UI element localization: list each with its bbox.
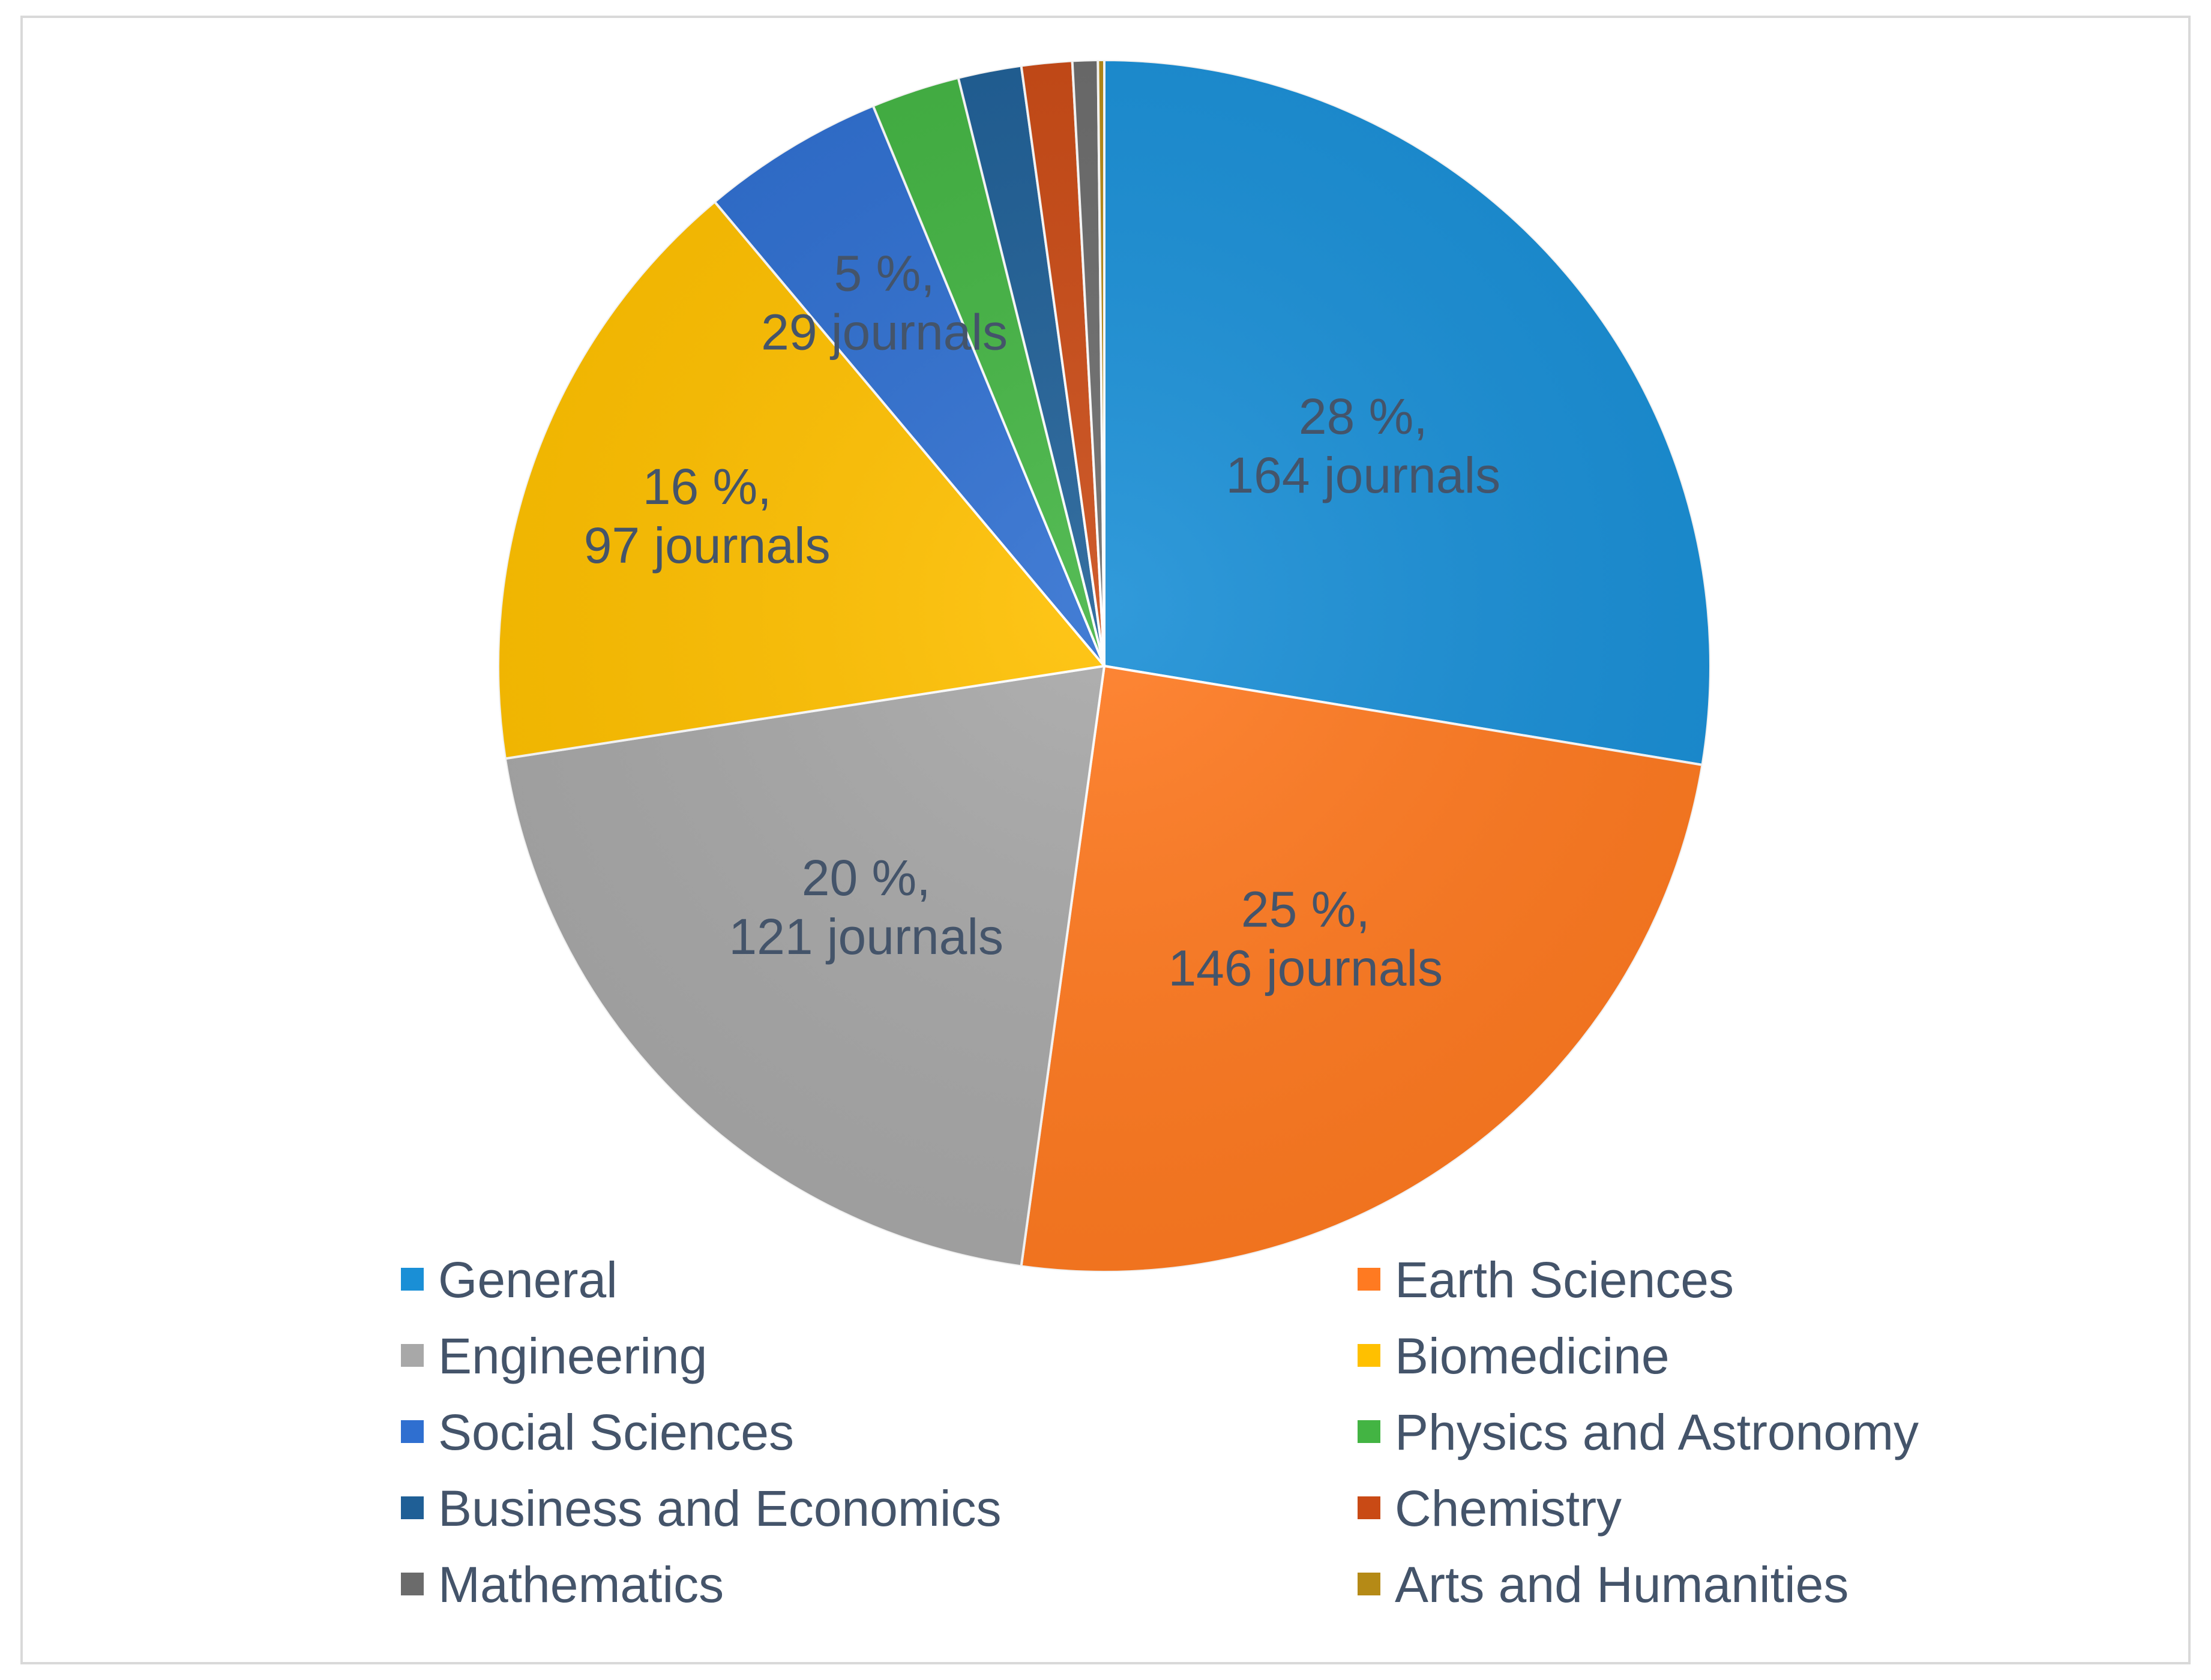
legend-label: Mathematics: [438, 1556, 724, 1613]
legend-item-biomedicine: Biomedicine: [1358, 1328, 1670, 1384]
slice-count-label: 97 journals: [584, 517, 831, 574]
slice-label-engineering: 20 %,121 journals: [729, 850, 1003, 965]
pie-slices: [497, 58, 1712, 1273]
legend-swatch: [401, 1268, 424, 1291]
legend-label: Earth Sciences: [1395, 1252, 1734, 1308]
slice-percent-label: 16 %,: [643, 458, 772, 515]
legend-swatch: [401, 1420, 424, 1443]
legend-item-earth-sciences: Earth Sciences: [1358, 1252, 1734, 1308]
legend-label: Biomedicine: [1395, 1328, 1670, 1384]
slice-count-label: 121 journals: [729, 908, 1003, 965]
legend-item-physics-and-astronomy: Physics and Astronomy: [1358, 1404, 1919, 1460]
slice-percent-label: 28 %,: [1299, 388, 1428, 445]
slice-count-label: 29 journals: [761, 304, 1008, 360]
legend-label: Arts and Humanities: [1395, 1556, 1849, 1613]
slice-label-earth-sciences: 25 %,146 journals: [1168, 881, 1443, 997]
legend-swatch: [401, 1573, 424, 1595]
legend-swatch: [1358, 1573, 1380, 1595]
legend-item-business-and-economics: Business and Economics: [401, 1480, 1001, 1537]
legend-swatch: [401, 1344, 424, 1367]
legend-item-general: General: [401, 1252, 618, 1308]
legend-item-engineering: Engineering: [401, 1328, 707, 1384]
legend-swatch: [1358, 1420, 1380, 1443]
legend-swatch: [1358, 1268, 1380, 1291]
legend-label: Social Sciences: [438, 1404, 794, 1460]
slice-label-social-sciences: 5 %,29 journals: [761, 245, 1008, 360]
legend-item-social-sciences: Social Sciences: [401, 1404, 794, 1460]
legend-swatch: [401, 1496, 424, 1519]
legend-label: Chemistry: [1395, 1480, 1622, 1537]
chart-legend: General Earth Sciences Engineering Biomedic…: [401, 1252, 1919, 1613]
slice-percent-label: 20 %,: [802, 850, 931, 906]
legend-label: Physics and Astronomy: [1395, 1404, 1919, 1460]
slice-count-label: 146 journals: [1168, 940, 1443, 997]
legend-item-arts-and-humanities: Arts and Humanities: [1358, 1556, 1849, 1613]
legend-swatch: [1358, 1344, 1380, 1367]
slice-count-label: 164 journals: [1226, 447, 1500, 503]
legend-item-chemistry: Chemistry: [1358, 1480, 1622, 1537]
slice-percent-label: 5 %,: [834, 245, 935, 301]
legend-label: General: [438, 1252, 618, 1308]
legend-label: Business and Economics: [438, 1480, 1001, 1537]
slice-label-general: 28 %,164 journals: [1226, 388, 1500, 503]
legend-swatch: [1358, 1496, 1380, 1519]
slice-percent-label: 25 %,: [1241, 881, 1370, 938]
legend-label: Engineering: [438, 1328, 707, 1384]
slice-label-biomedicine: 16 %,97 journals: [584, 458, 831, 574]
legend-item-mathematics: Mathematics: [401, 1556, 724, 1613]
